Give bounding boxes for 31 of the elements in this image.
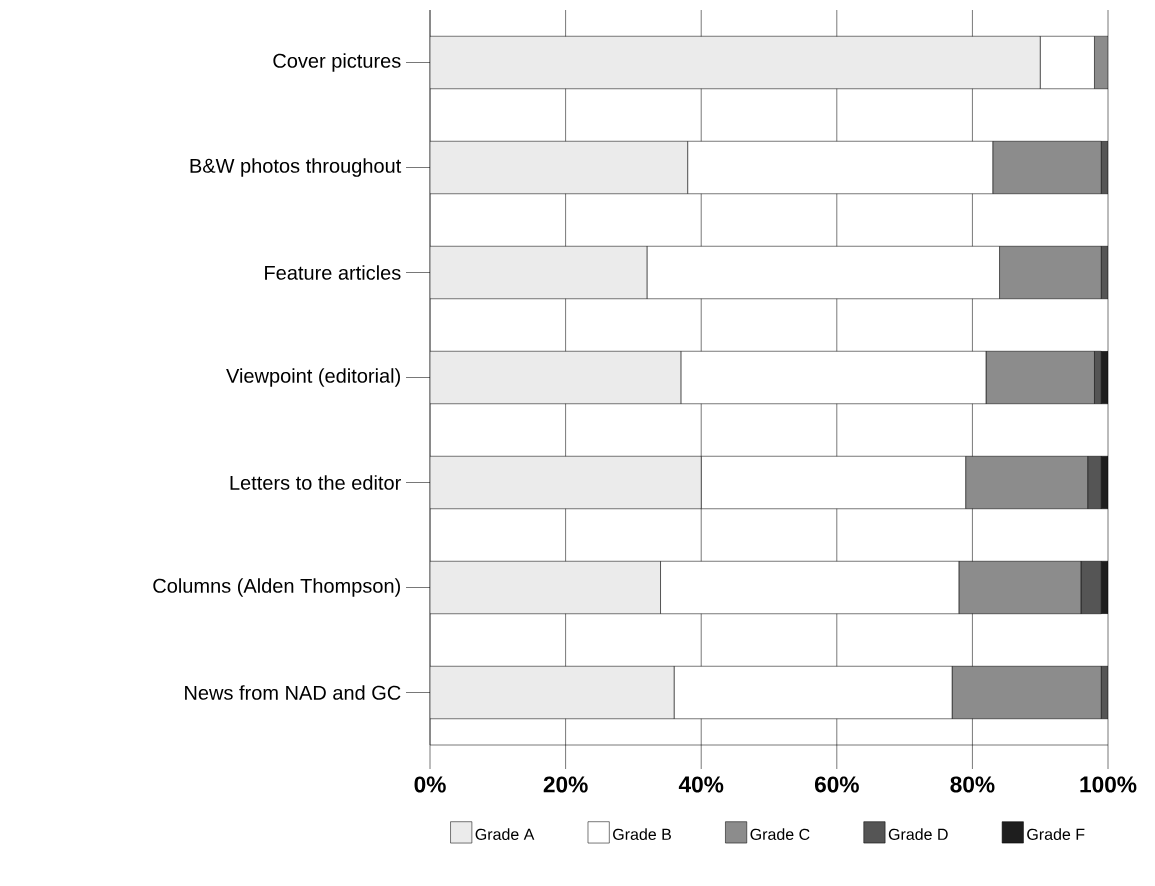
bar <box>985 350 1095 405</box>
y-tick-label: Viewpoint (editorial) <box>226 368 400 387</box>
bar <box>992 140 1102 195</box>
y-tick-label: News from NAD and GC <box>185 685 401 700</box>
bar <box>430 560 661 615</box>
x-tick-label: 0% <box>414 776 446 793</box>
bar <box>430 35 1041 90</box>
x-tick-label: 100% <box>1080 776 1137 793</box>
y-tick-label: Letters to the editor <box>230 475 401 490</box>
legend-label: Grade F <box>1027 828 1085 840</box>
bar <box>999 245 1102 300</box>
legend-label: Grade D <box>888 828 948 840</box>
x-tick-label: 40% <box>678 776 724 793</box>
bar <box>430 350 682 405</box>
y-tick-label: Columns (Alden Thompson) <box>153 578 400 597</box>
legend-label: Grade C <box>750 828 810 840</box>
x-tick-label: 20% <box>543 776 588 793</box>
bar <box>430 455 702 510</box>
bar <box>958 560 1082 615</box>
y-tick-label: Cover pictures <box>273 53 401 72</box>
legend-label: Grade A <box>475 828 535 840</box>
bar <box>430 665 675 720</box>
y-tick-label: B&W photos throughout <box>190 158 402 177</box>
bar <box>430 140 688 195</box>
x-tick-label: 60% <box>814 776 859 793</box>
legend-label: Grade B <box>613 828 671 840</box>
x-tick-label: 80% <box>950 776 995 793</box>
y-tick-label: Feature articles <box>265 265 401 280</box>
bar <box>951 665 1102 720</box>
bar <box>430 245 648 300</box>
bar <box>965 455 1088 510</box>
